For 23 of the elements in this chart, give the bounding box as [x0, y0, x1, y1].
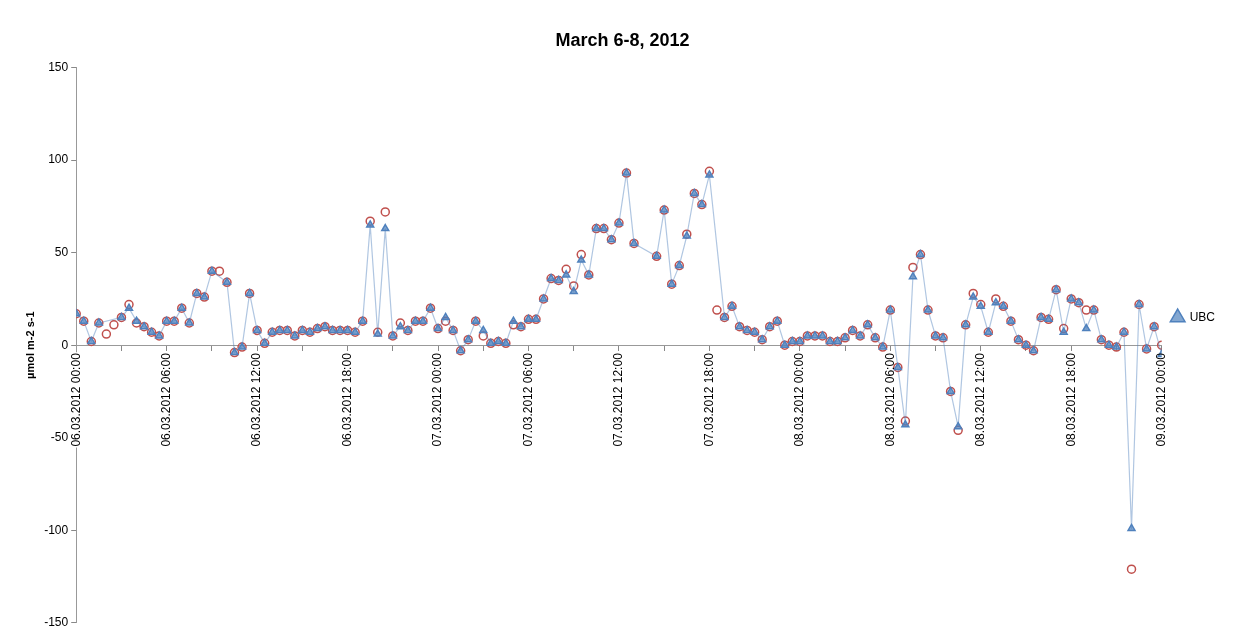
x-tick-label: 07.03.2012 12:00 [611, 352, 626, 447]
y-tick-label: 100 [48, 152, 69, 167]
x-tick-label: 07.03.2012 06:00 [520, 352, 535, 447]
y-tick-label: -100 [44, 522, 69, 537]
chart-title: March 6-8, 2012 [555, 29, 690, 50]
x-tick-label: 07.03.2012 18:00 [701, 352, 716, 447]
x-tick-label: 09.03.2012 00:00 [1153, 352, 1168, 447]
x-tick-label: 06.03.2012 06:00 [158, 352, 173, 447]
x-tick-label: 06.03.2012 12:00 [249, 352, 264, 447]
y-tick-label: -50 [50, 430, 69, 445]
y-tick-label: 150 [48, 59, 69, 74]
y-tick-label: 0 [61, 337, 69, 352]
y-tick-label: -150 [44, 615, 69, 630]
y-axis-title: µmol m-2 s-1 [23, 311, 36, 379]
legend-label: UBC [1189, 309, 1216, 324]
x-tick-label: 07.03.2012 00:00 [430, 352, 445, 447]
x-tick-label: 08.03.2012 06:00 [882, 352, 897, 447]
x-tick-label: 08.03.2012 12:00 [973, 352, 988, 447]
y-tick-label: 50 [54, 244, 69, 259]
x-tick-label: 06.03.2012 00:00 [68, 352, 83, 447]
x-tick-label: 06.03.2012 18:00 [339, 352, 354, 447]
x-tick-label: 08.03.2012 00:00 [792, 352, 807, 447]
x-tick-label: 08.03.2012 18:00 [1063, 352, 1078, 447]
